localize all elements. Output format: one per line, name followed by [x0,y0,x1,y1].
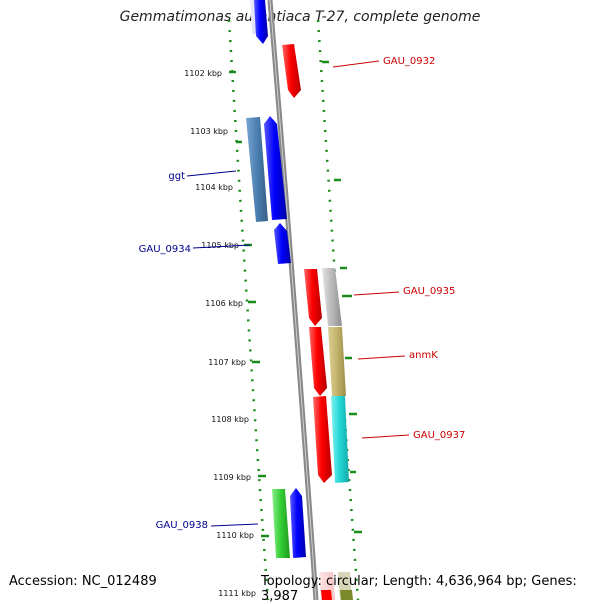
tick-label: 1105 kbp [201,241,239,250]
tick-label: 1106 kbp [205,299,243,308]
gene-label-gau0935: GAU_0935 [403,286,455,297]
gene-arrow-gau0935-silver[interactable] [322,268,342,326]
tick-label: 1103 kbp [190,127,228,136]
gene-label-anmk: anmK [409,350,438,361]
gene-arrow-gau0932[interactable] [282,44,301,98]
gene-arrow-bottom-olive-dark[interactable] [340,590,353,600]
gene-label-gau0938: GAU_0938 [156,520,208,531]
gene-label-gau0932: GAU_0932 [383,56,435,67]
gc-skew-marks [229,60,362,538]
gene-label-ggt: ggt [168,171,185,182]
kbp-tick-labels: 1102 kbp 1103 kbp 1104 kbp 1105 kbp 1106… [184,69,256,598]
tick-label: 1111 kbp [218,589,256,598]
gene-arrow-gau0934[interactable] [274,223,291,264]
gene-arrow-ggt-steelblue[interactable] [246,117,268,222]
gene-label-gau0937: GAU_0937 [413,430,465,441]
gc-skew-track-left [227,19,270,600]
tick-label: 1107 kbp [208,358,246,367]
gene-arrow-gau0938-blue[interactable] [290,488,306,558]
gene-arrow-anmk-red[interactable] [309,327,327,396]
gene-arrow-top-blue[interactable] [254,0,268,44]
gene-arrow-gau0937-red[interactable] [313,396,332,483]
tick-label: 1109 kbp [213,473,251,482]
tick-label: 1104 kbp [195,183,233,192]
accession-text: Accession: NC_012489 [9,574,157,589]
gene-arrow-bottom-red[interactable] [321,590,332,600]
gene-arrow-gau0935-red[interactable] [304,269,322,326]
tick-label: 1110 kbp [216,531,254,540]
gene-arrow-gau0937-cyan[interactable] [331,396,349,483]
gene-arrow-gau0938-green[interactable] [272,489,290,558]
gene-label-gau0934: GAU_0934 [139,244,191,255]
gene-labels: GAU_0932 ggt GAU_0934 GAU_0935 anmK GAU_… [139,56,466,531]
gene-arrow-anmk-olive[interactable] [328,327,346,396]
tick-label: 1108 kbp [211,415,249,424]
map-title: Gemmatimonas aurantiaca T-27, complete g… [119,9,481,25]
gene-label-leaders [186,60,410,527]
tick-label: 1102 kbp [184,69,222,78]
gene-arrow-ggt-blue[interactable] [264,116,287,220]
